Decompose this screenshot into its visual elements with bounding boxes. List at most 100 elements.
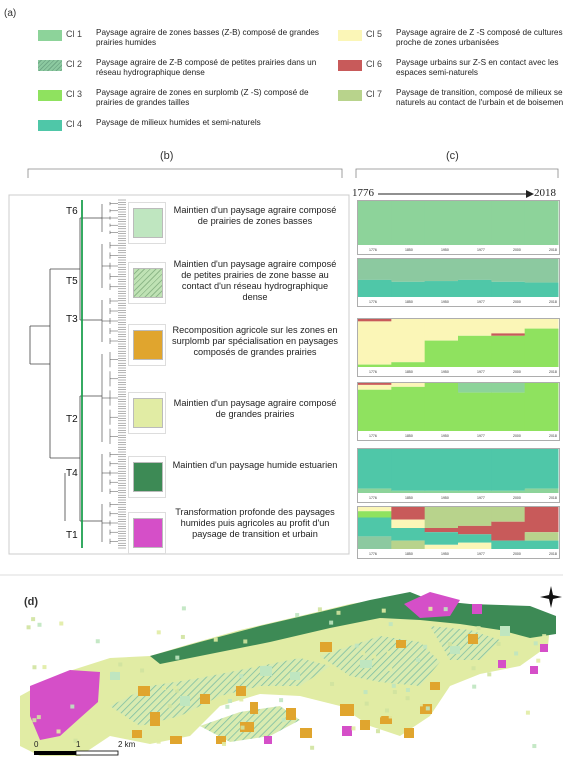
stacked-band [525, 507, 559, 532]
stacked-band [458, 507, 492, 526]
stacked-band [525, 201, 559, 245]
trajectory-label: Recomposition agricole sur les zones en … [170, 325, 340, 358]
mini-axis-tick: 1850 [405, 496, 413, 500]
stacked-band [391, 449, 425, 491]
stacked-band [458, 280, 492, 297]
mini-axis-tick: 2018 [549, 496, 557, 500]
scale-bar [34, 750, 134, 758]
stacked-band [458, 543, 492, 549]
trajectory-swatch [133, 268, 163, 298]
stacked-band [458, 526, 492, 534]
stacked-band [358, 280, 392, 297]
mini-axis-tick: 1850 [405, 248, 413, 252]
stacked-band [458, 319, 492, 336]
stacked-band [525, 383, 559, 431]
mini-axis-tick: 1776 [369, 496, 377, 500]
stacked-band [458, 259, 492, 280]
stacked-band [358, 365, 392, 367]
stacked-band [358, 319, 392, 321]
stacked-band [491, 333, 525, 335]
trajectory-swatch [133, 518, 163, 548]
mini-axis-tick: 1950 [441, 248, 449, 252]
trajectory-swatch [133, 208, 163, 238]
dendrogram [10, 196, 130, 552]
stacked-band [391, 528, 425, 541]
trajectory-id: T2 [66, 414, 78, 425]
mini-axis-tick: 2018 [549, 552, 557, 556]
stacked-band [491, 259, 525, 282]
stacked-band [425, 507, 459, 528]
mini-axis-tick: 1977 [477, 496, 485, 500]
stacked-band [391, 362, 425, 367]
trajectory-stacked-chart: 1776 1850 1950 1977 2000 2018 [357, 200, 561, 256]
mini-axis-tick: 1776 [369, 434, 377, 438]
stacked-band [358, 511, 392, 517]
mini-axis-tick: 1950 [441, 300, 449, 304]
scale-label-0: 0 [34, 740, 38, 749]
trajectory-stacked-chart: 1776 1850 1950 1977 2000 2018 [357, 506, 561, 560]
stacked-band [458, 534, 492, 542]
trajectory-stacked-chart: 1776 1850 1950 1977 2000 2018 [357, 448, 561, 504]
stacked-band [391, 520, 425, 528]
landscape-map [0, 586, 563, 761]
stacked-band [525, 449, 559, 489]
stacked-band [425, 491, 459, 493]
stacked-band [358, 259, 392, 280]
mini-axis-tick: 2018 [549, 248, 557, 252]
stacked-band [425, 201, 459, 245]
stacked-band [391, 201, 425, 245]
compass-star-icon [540, 586, 562, 608]
mini-axis-tick: 2000 [513, 434, 521, 438]
stacked-band [491, 383, 525, 393]
stacked-band [358, 390, 392, 431]
stacked-band [458, 491, 492, 493]
stacked-band [458, 336, 492, 367]
stacked-band [425, 532, 459, 545]
mini-axis-tick: 1950 [441, 434, 449, 438]
stacked-band [491, 541, 525, 549]
stacked-band [525, 283, 559, 297]
stacked-band [425, 319, 459, 341]
stacked-band [358, 489, 392, 493]
stacked-band [391, 259, 425, 282]
stacked-band [491, 449, 525, 491]
stacked-band [491, 393, 525, 431]
timeline-arrow [376, 189, 536, 199]
stacked-band [358, 536, 392, 549]
mini-axis-tick: 2018 [549, 370, 557, 374]
stacked-band [358, 507, 392, 511]
stacked-band [391, 491, 425, 493]
stacked-band [491, 201, 525, 245]
mini-axis-tick: 1850 [405, 370, 413, 374]
scale-label-1: 1 [76, 740, 80, 749]
stacked-band [425, 528, 459, 532]
trajectory-label: Maintien d'un paysage agraire composé de… [170, 205, 340, 227]
stacked-band [391, 541, 425, 549]
stacked-band [458, 383, 492, 393]
stacked-band [525, 541, 559, 549]
mini-axis-tick: 2018 [549, 300, 557, 304]
stacked-band [425, 281, 459, 297]
mini-axis-tick: 2000 [513, 248, 521, 252]
stacked-band [491, 319, 525, 333]
trajectory-swatch [133, 330, 163, 360]
stacked-band [358, 321, 392, 364]
trajectory-stacked-chart: 1776 1850 1950 1977 2000 2018 [357, 318, 561, 378]
stacked-band [425, 259, 459, 281]
timeline-end: 2018 [534, 187, 556, 199]
trajectory-stacked-chart: 1776 1850 1950 1977 2000 2018 [357, 258, 561, 308]
stacked-band [525, 532, 559, 540]
mini-axis-tick: 1977 [477, 434, 485, 438]
mini-axis-tick: 1977 [477, 248, 485, 252]
stacked-band [391, 387, 425, 431]
trajectory-id: T6 [66, 206, 78, 217]
trajectory-id: T4 [66, 468, 78, 479]
stacked-band [491, 507, 525, 522]
trajectory-id: T1 [66, 530, 78, 541]
trajectory-label: Maintien d'un paysage humide estuarien [170, 460, 340, 471]
trajectory-stacked-chart: 1776 1850 1950 1977 2000 2018 [357, 382, 561, 442]
mini-axis-tick: 1950 [441, 552, 449, 556]
stacked-band [358, 201, 392, 245]
mini-axis-tick: 2000 [513, 496, 521, 500]
stacked-band [458, 393, 492, 431]
